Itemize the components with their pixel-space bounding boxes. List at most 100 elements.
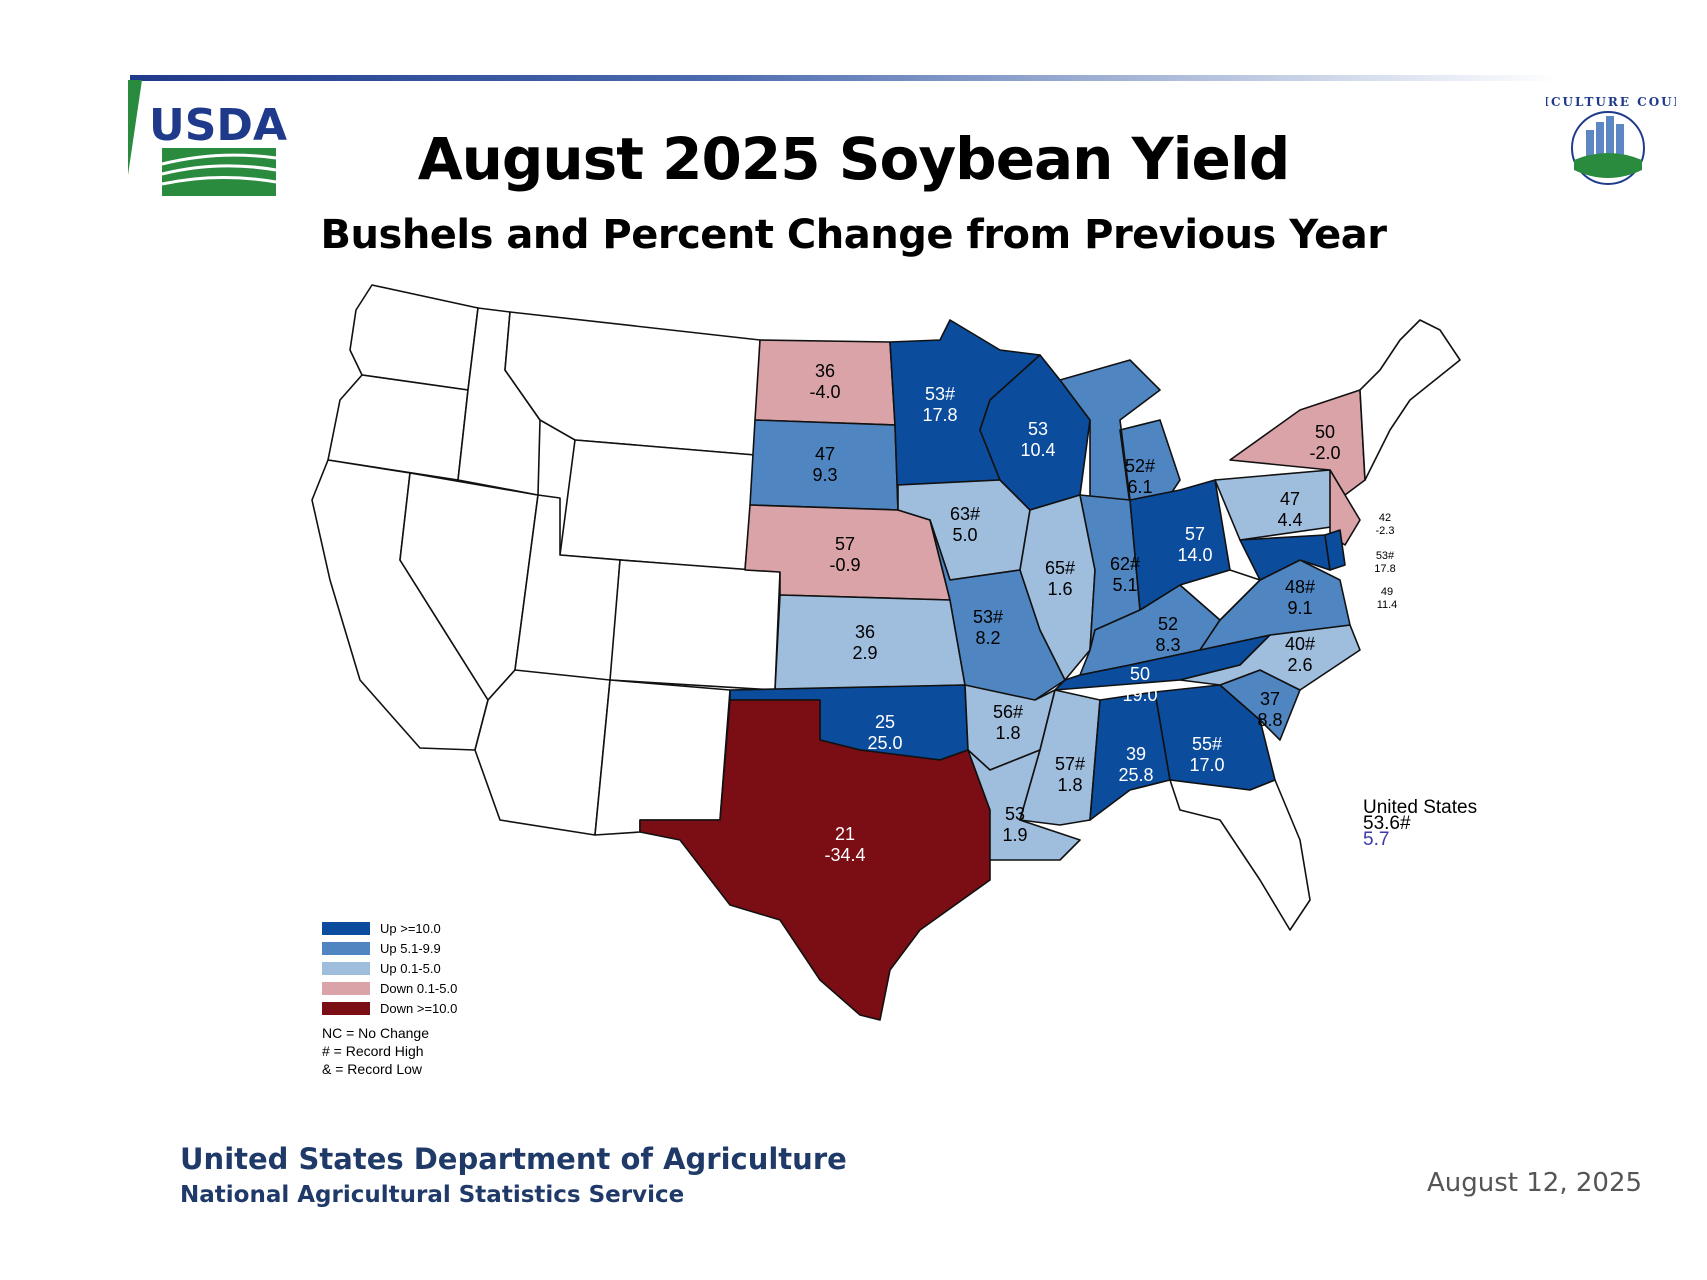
label-MI-yield: 52# (1125, 456, 1155, 476)
state-FL (1169, 779, 1311, 931)
label-GA-yield: 55# (1192, 734, 1222, 754)
label-NC-change: 2.6 (1287, 655, 1312, 675)
release-date: August 12, 2025 (1427, 1168, 1643, 1198)
legend-item: Down >=10.0 (322, 998, 522, 1018)
label-SC-yield: 37 (1260, 689, 1280, 709)
map-legend: Up >=10.0 Up 5.1-9.9 Up 0.1-5.0 Down 0.1… (322, 918, 522, 1078)
label-PA-yield: 47 (1280, 489, 1300, 509)
label-AL-change: 25.8 (1118, 765, 1153, 785)
label-LA-change: 1.9 (1002, 825, 1027, 845)
us-total-change: 5.7 (1363, 829, 1390, 850)
label-NY-yield: 50 (1315, 422, 1335, 442)
label-VA-yield: 48# (1285, 577, 1315, 597)
svg-text:AGRICULTURE COUNTS: AGRICULTURE COUNTS (1546, 95, 1676, 109)
state-TX (639, 699, 991, 1021)
legend-label: Down 0.1-5.0 (380, 980, 458, 996)
legend-swatch-up-0 (322, 961, 370, 975)
legend-label: Up 0.1-5.0 (380, 960, 441, 976)
label-WI-yield: 53 (1028, 419, 1048, 439)
label-MO-yield: 53# (973, 607, 1003, 627)
label-DE-change: 17.8 (1374, 563, 1395, 575)
label-PA-change: 4.4 (1277, 510, 1302, 530)
label-OK-yield: 25 (875, 712, 895, 732)
state-MT (504, 311, 761, 456)
label-IN-yield: 62# (1110, 554, 1140, 574)
legend-label: Up 5.1-9.9 (380, 940, 441, 956)
label-MN-yield: 53# (925, 384, 955, 404)
label-IA-yield: 63# (950, 504, 980, 524)
legend-label: Up >=10.0 (380, 920, 441, 936)
label-MO-change: 8.2 (975, 628, 1000, 648)
legend-swatch-down-10 (322, 1001, 370, 1015)
map-title: August 2025 Soybean Yield (417, 125, 1291, 193)
label-AL-yield: 39 (1126, 744, 1146, 764)
label-ND-change: -4.0 (809, 382, 840, 402)
map-subtitle: Bushels and Percent Change from Previous… (320, 212, 1387, 258)
state-WA (349, 284, 479, 391)
label-IL-yield: 65# (1045, 558, 1075, 578)
label-IL-change: 1.6 (1047, 579, 1072, 599)
label-ND-yield: 36 (815, 361, 835, 381)
label-TX-change: -34.4 (824, 845, 865, 865)
legend-note: NC = No Change (322, 1025, 430, 1041)
label-MS-yield: 57# (1055, 754, 1085, 774)
legend-item: Down 0.1-5.0 (322, 978, 522, 998)
label-KY-yield: 52 (1158, 614, 1178, 634)
legend-item: Up 0.1-5.0 (322, 958, 522, 978)
agriculture-counts-logo: AGRICULTURE COUNTS (1546, 95, 1676, 185)
label-LA-yield: 53 (1005, 804, 1025, 824)
label-KY-change: 8.3 (1155, 635, 1180, 655)
footer-service: National Agricultural Statistics Service (180, 1182, 685, 1208)
state-MO (929, 519, 1066, 701)
legend-swatch-up-5 (322, 941, 370, 955)
legend-notes: NC = No Change # = Record High & = Recor… (322, 1024, 522, 1078)
legend-label: Down >=10.0 (380, 1000, 458, 1016)
label-MD-yield: 49 (1381, 586, 1393, 598)
legend-note: # = Record High (322, 1043, 424, 1059)
label-SC-change: 8.8 (1257, 710, 1282, 730)
state-labels: 36 -4.0 47 9.3 57 -0.9 36 2.9 25 25.0 21… (809, 361, 1397, 865)
state-NJ (1329, 469, 1361, 546)
label-NE-change: -0.9 (829, 555, 860, 575)
svg-text:USDA: USDA (149, 100, 287, 151)
label-SD-yield: 47 (815, 444, 835, 464)
state-NC (1179, 624, 1361, 691)
label-OH-yield: 57 (1185, 524, 1205, 544)
label-IN-change: 5.1 (1112, 575, 1137, 595)
label-GA-change: 17.0 (1189, 755, 1224, 775)
label-TX-yield: 21 (835, 824, 855, 844)
us-total-label: United States (1363, 797, 1478, 818)
label-MI-change: 6.1 (1127, 477, 1152, 497)
label-KS-change: 2.9 (852, 643, 877, 663)
state-NE-region (1359, 319, 1461, 481)
label-NC-yield: 40# (1285, 634, 1315, 654)
us-yield-map: 36 -4.0 47 9.3 57 -0.9 36 2.9 25 25.0 21… (311, 284, 1461, 1021)
label-OK-change: 25.0 (867, 733, 902, 753)
legend-note: & = Record Low (322, 1061, 422, 1077)
usda-logo: USDA (128, 80, 287, 196)
state-NM (594, 679, 731, 836)
label-AR-yield: 56# (993, 702, 1023, 722)
us-total: United States 53.6# 5.7 (1363, 797, 1478, 850)
state-AZ (474, 669, 611, 836)
label-MN-change: 17.8 (922, 405, 957, 425)
label-MD-change: 11.4 (1377, 599, 1398, 611)
label-KS-yield: 36 (855, 622, 875, 642)
legend-swatch-down-0 (322, 981, 370, 995)
label-NJ-change: -2.3 (1376, 525, 1395, 537)
label-NY-change: -2.0 (1309, 443, 1340, 463)
label-NE-yield: 57 (835, 534, 855, 554)
label-MS-change: 1.8 (1057, 775, 1082, 795)
header-rule (130, 75, 1560, 81)
label-OH-change: 14.0 (1177, 545, 1212, 565)
label-NJ-yield: 42 (1379, 512, 1391, 524)
state-WY (559, 439, 756, 571)
state-AL (1089, 691, 1171, 821)
label-TN-change: 19.0 (1122, 685, 1157, 705)
state-WV (1179, 569, 1261, 621)
label-WI-change: 10.4 (1020, 440, 1055, 460)
footer-agency: United States Department of Agriculture (180, 1142, 847, 1176)
label-DE-yield: 53# (1376, 550, 1395, 562)
state-CO (609, 559, 781, 691)
label-IA-change: 5.0 (952, 525, 977, 545)
